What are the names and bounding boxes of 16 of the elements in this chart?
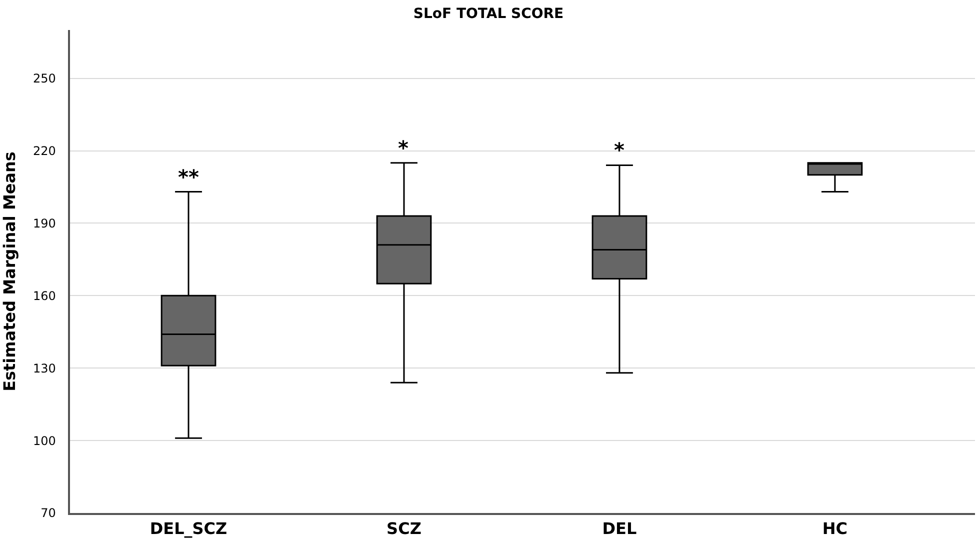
y-tick-label: 190 — [32, 216, 56, 230]
y-tick-label: 70 — [40, 506, 56, 520]
annotation: ** — [178, 165, 200, 189]
annotation: * — [398, 136, 409, 160]
x-tick-label: DEL — [602, 518, 637, 538]
y-tick-label: 100 — [32, 434, 56, 448]
annotation: * — [614, 138, 625, 162]
y-tick-label: 160 — [32, 288, 56, 303]
x-tick-label: SCZ — [386, 518, 422, 538]
y-tick-label: 220 — [32, 144, 56, 158]
y-axis-title: Estimated Marginal Means — [0, 152, 19, 392]
chart-title: SLoF TOTAL SCORE — [413, 6, 564, 22]
y-tick-label: 250 — [32, 72, 56, 86]
x-tick-label: HC — [822, 518, 848, 538]
y-tick-label: 130 — [32, 361, 56, 376]
x-tick-label: DEL_SCZ — [150, 518, 228, 538]
